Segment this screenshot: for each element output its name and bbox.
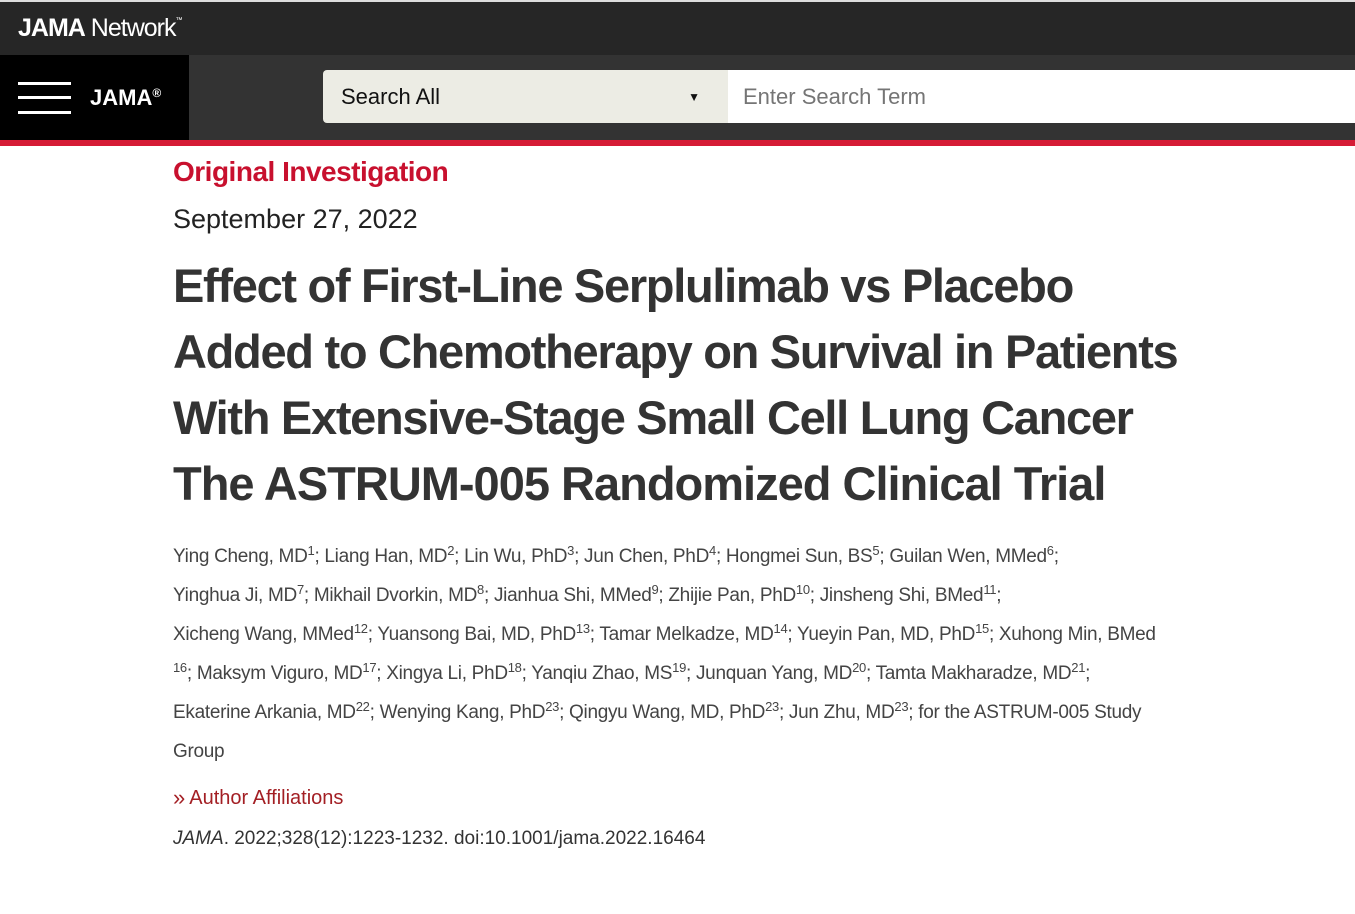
affiliation-number[interactable]: 9 (651, 582, 659, 597)
affiliation-number[interactable]: 23 (894, 699, 909, 714)
publication-date: September 27, 2022 (173, 204, 418, 234)
jama-logo[interactable]: JAMA® (90, 85, 161, 111)
affiliation-number[interactable]: 10 (795, 582, 810, 597)
affiliation-number[interactable]: 8 (477, 582, 484, 597)
affiliation-number[interactable]: 14 (773, 621, 788, 636)
affiliation-number[interactable]: 6 (1046, 543, 1054, 558)
author-name[interactable]: ; Zhijie Pan, PhD (658, 585, 796, 606)
author-name[interactable]: ; Wenying Kang, PhD (369, 702, 546, 723)
affiliation-number[interactable]: 21 (1071, 660, 1086, 675)
author-line: Group (173, 732, 1303, 771)
title-line: With Extensive-Stage Small Cell Lung Can… (173, 391, 1134, 444)
author-name[interactable]: ; Maksym Viguro, MD (186, 663, 363, 684)
article-subtitle: The ASTRUM-005 Randomized Clinical Trial (173, 457, 1106, 510)
hamburger-menu-icon[interactable] (18, 81, 71, 114)
search-scope-value: Search All (341, 83, 441, 109)
citation-details: . 2022;328(12):1223-1232. doi:10.1001/ja… (223, 828, 706, 849)
author-name[interactable]: ; Tamta Makharadze, MD (865, 663, 1072, 684)
search-input[interactable] (728, 70, 1355, 123)
affiliation-number[interactable]: 2 (447, 543, 455, 558)
author-name[interactable]: ; Yuansong Bai, MD, PhD (367, 624, 577, 645)
journal-nav: JAMA® Search All ▼ (0, 55, 1355, 140)
author-name[interactable]: ; Qingyu Wang, MD, PhD (559, 702, 766, 723)
author-name[interactable]: ; Jinsheng Shi, BMed (809, 585, 984, 606)
affiliation-number[interactable]: 7 (296, 582, 304, 597)
author-name[interactable]: Ekaterine Arkania, MD (173, 702, 356, 723)
article-header: Original Investigation September 27, 202… (173, 156, 1303, 850)
author-name[interactable]: ; Jun Chen, PhD (574, 546, 709, 567)
author-name[interactable]: ; Jun Zhu, MD (778, 702, 895, 723)
affiliation-number[interactable]: 3 (567, 543, 575, 558)
title-line: Added to Chemotherapy on Survival in Pat… (173, 325, 1179, 378)
author-line: 16; Maksym Viguro, MD17; Xingya Li, PhD1… (173, 654, 1303, 693)
affiliation-number[interactable]: 23 (765, 699, 779, 714)
author-line: Yinghua Ji, MD7; Mikhail Dvorkin, MD8; J… (173, 576, 1303, 615)
affiliation-number[interactable]: 5 (872, 543, 880, 558)
citation-journal: JAMA (173, 828, 224, 849)
title-line: Effect of First-Line Serplulimab vs Plac… (173, 259, 1074, 312)
affiliation-number[interactable]: 16 (173, 660, 187, 675)
registered-mark: ® (152, 85, 162, 100)
affiliation-number[interactable]: 22 (355, 699, 370, 714)
author-name[interactable]: ; Tamar Melkadze, MD (589, 624, 774, 645)
affiliation-number[interactable]: 13 (575, 621, 590, 636)
affiliation-number[interactable]: 1 (307, 543, 315, 558)
author-name[interactable]: ; Hongmei Sun, BS (715, 546, 873, 567)
affiliation-number[interactable]: 4 (709, 543, 716, 558)
author-affiliations-toggle[interactable]: » Author Affiliations (173, 785, 343, 811)
article-title: Effect of First-Line Serplulimab vs Plac… (173, 253, 1303, 517)
caret-down-icon: ▼ (688, 89, 700, 104)
author-name[interactable]: ; (996, 585, 1002, 606)
jama-network-logo[interactable]: JAMA Network™ (18, 14, 182, 43)
author-name[interactable]: Yinghua Ji, MD (173, 585, 297, 606)
author-name[interactable]: ; Liang Han, MD (314, 546, 448, 567)
affiliation-number[interactable]: 17 (362, 660, 377, 675)
chevron-right-icon: » (173, 785, 186, 810)
search-scope-select[interactable]: Search All ▼ (323, 70, 728, 123)
journal-brand: JAMA® (0, 55, 189, 140)
author-name[interactable]: Ying Cheng, MD (173, 546, 308, 567)
author-name[interactable]: ; for the ASTRUM-005 Study (908, 702, 1142, 723)
author-name[interactable]: ; Xuhong Min, BMed (988, 624, 1156, 645)
jama-logo-text: JAMA (90, 84, 153, 110)
author-name[interactable]: ; (1053, 546, 1059, 567)
author-affiliations-label: Author Affiliations (189, 786, 344, 809)
network-bar: JAMA Network™ (0, 0, 1355, 55)
logo-tm: ™ (175, 17, 182, 24)
author-name[interactable]: ; Mikhail Dvorkin, MD (303, 585, 478, 606)
author-name[interactable]: Group (173, 741, 225, 762)
author-name[interactable]: ; Guilan Wen, MMed (879, 546, 1047, 567)
citation: JAMA. 2022;328(12):1223-1232. doi:10.100… (173, 828, 1303, 850)
article-type[interactable]: Original Investigation (173, 156, 449, 187)
author-name[interactable]: ; (1085, 663, 1091, 684)
author-name[interactable]: ; Lin Wu, PhD (454, 546, 568, 567)
author-name[interactable]: ; Yueyin Pan, MD, PhD (787, 624, 976, 645)
author-line: Ekaterine Arkania, MD22; Wenying Kang, P… (173, 693, 1303, 732)
logo-light: Network (90, 14, 177, 42)
affiliation-number[interactable]: 15 (975, 621, 989, 636)
author-line: Ying Cheng, MD1; Liang Han, MD2; Lin Wu,… (173, 537, 1303, 576)
affiliation-number[interactable]: 18 (507, 660, 522, 675)
affiliation-number[interactable]: 20 (852, 660, 866, 675)
author-name[interactable]: ; Junquan Yang, MD (686, 663, 853, 684)
author-name[interactable]: ; Yanqiu Zhao, MS (521, 663, 673, 684)
accent-divider (0, 140, 1355, 146)
logo-bold: JAMA (18, 14, 86, 42)
affiliation-number[interactable]: 11 (983, 582, 997, 597)
author-name[interactable]: Xicheng Wang, MMed (173, 624, 354, 645)
author-name[interactable]: ; Jianhua Shi, MMed (483, 585, 652, 606)
affiliation-number[interactable]: 12 (353, 621, 368, 636)
author-list: Ying Cheng, MD1; Liang Han, MD2; Lin Wu,… (173, 537, 1303, 771)
affiliation-number[interactable]: 23 (545, 699, 560, 714)
author-line: Xicheng Wang, MMed12; Yuansong Bai, MD, … (173, 615, 1303, 654)
author-name[interactable]: ; Xingya Li, PhD (376, 663, 508, 684)
affiliation-number[interactable]: 19 (672, 660, 687, 675)
